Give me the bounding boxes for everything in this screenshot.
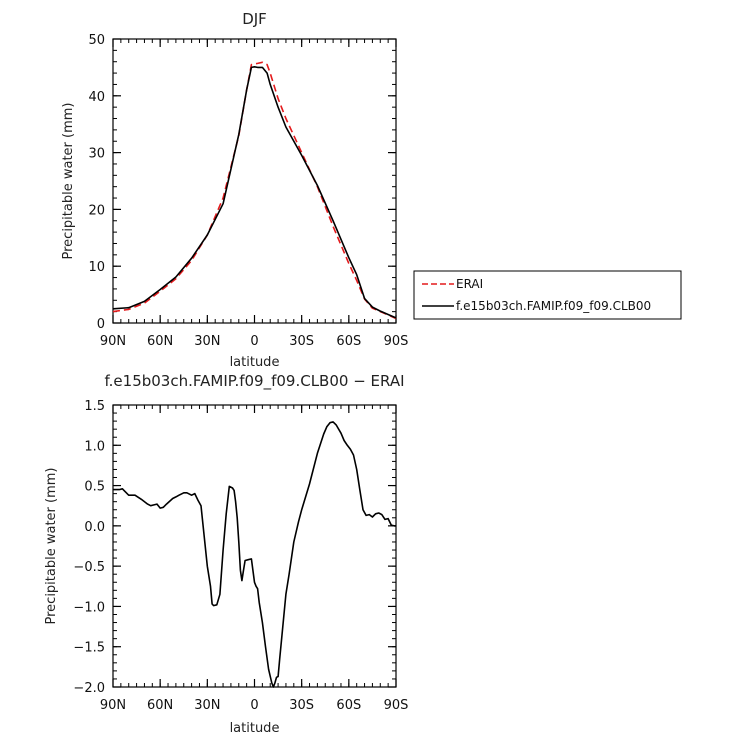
y-tick-label: −1.0 <box>73 600 105 615</box>
x-tick-label: 60S <box>336 334 361 349</box>
chart-title: DJF <box>242 10 267 28</box>
x-tick-label: 30S <box>289 334 314 349</box>
legend-label: f.e15b03ch.FAMIP.f09_f09.CLB00 <box>456 299 651 313</box>
x-tick-label: 30N <box>194 698 220 713</box>
y-tick-label: 0.0 <box>84 520 105 535</box>
y-tick-label: 0 <box>97 317 105 332</box>
y-axis-label: Precipitable water (mm) <box>61 103 76 260</box>
legend-box <box>413 270 682 320</box>
x-tick-label: 60N <box>147 698 173 713</box>
plot-frame <box>112 404 397 688</box>
x-tick-label: 0 <box>250 698 258 713</box>
y-axis-label: Precipitable water (mm) <box>44 468 59 625</box>
x-tick-label: 30N <box>194 334 220 349</box>
y-tick-label: 1.0 <box>84 439 105 454</box>
x-tick-label: 90S <box>384 334 409 349</box>
x-tick-label: 60S <box>336 698 361 713</box>
y-tick-label: 50 <box>88 33 105 48</box>
series-line-model <box>112 66 397 319</box>
y-tick-label: 10 <box>88 260 105 275</box>
x-tick-label: 90S <box>384 698 409 713</box>
y-tick-label: −0.5 <box>73 560 105 575</box>
x-axis-label: latitude <box>230 355 280 370</box>
y-tick-label: 20 <box>88 203 105 218</box>
panel-top-chart: 90N 60N 30N 0 30S 60S 90S 0 10 20 30 40 50 DJF latitud… <box>61 10 682 370</box>
series-line-erai <box>112 61 397 320</box>
x-tick-label: 0 <box>250 334 258 349</box>
x-tick-label: 90N <box>100 698 126 713</box>
x-tick-label: 90N <box>100 334 126 349</box>
plot-frame <box>112 38 397 324</box>
difference-line <box>113 421 396 688</box>
y-tick-label: 1.5 <box>84 399 105 414</box>
y-tick-label: −2.0 <box>73 681 105 696</box>
y-tick-label: 0.5 <box>84 480 105 495</box>
x-axis-label: latitude <box>230 721 280 736</box>
x-tick-label: 60N <box>147 334 173 349</box>
panel-bottom-chart: 90N 60N 30N 0 30S 60S 90S −2.0 −1.5 −1.0 −0.5 0.0 0.… <box>44 372 408 736</box>
legend-label: ERAI <box>456 277 483 291</box>
x-tick-label: 30S <box>289 698 314 713</box>
y-tick-label: 40 <box>88 90 105 105</box>
y-tick-label: −1.5 <box>73 641 105 656</box>
y-tick-label: 30 <box>88 147 105 162</box>
chart-title: f.e15b03ch.FAMIP.f09_f09.CLB00 − ERAI <box>104 372 404 391</box>
